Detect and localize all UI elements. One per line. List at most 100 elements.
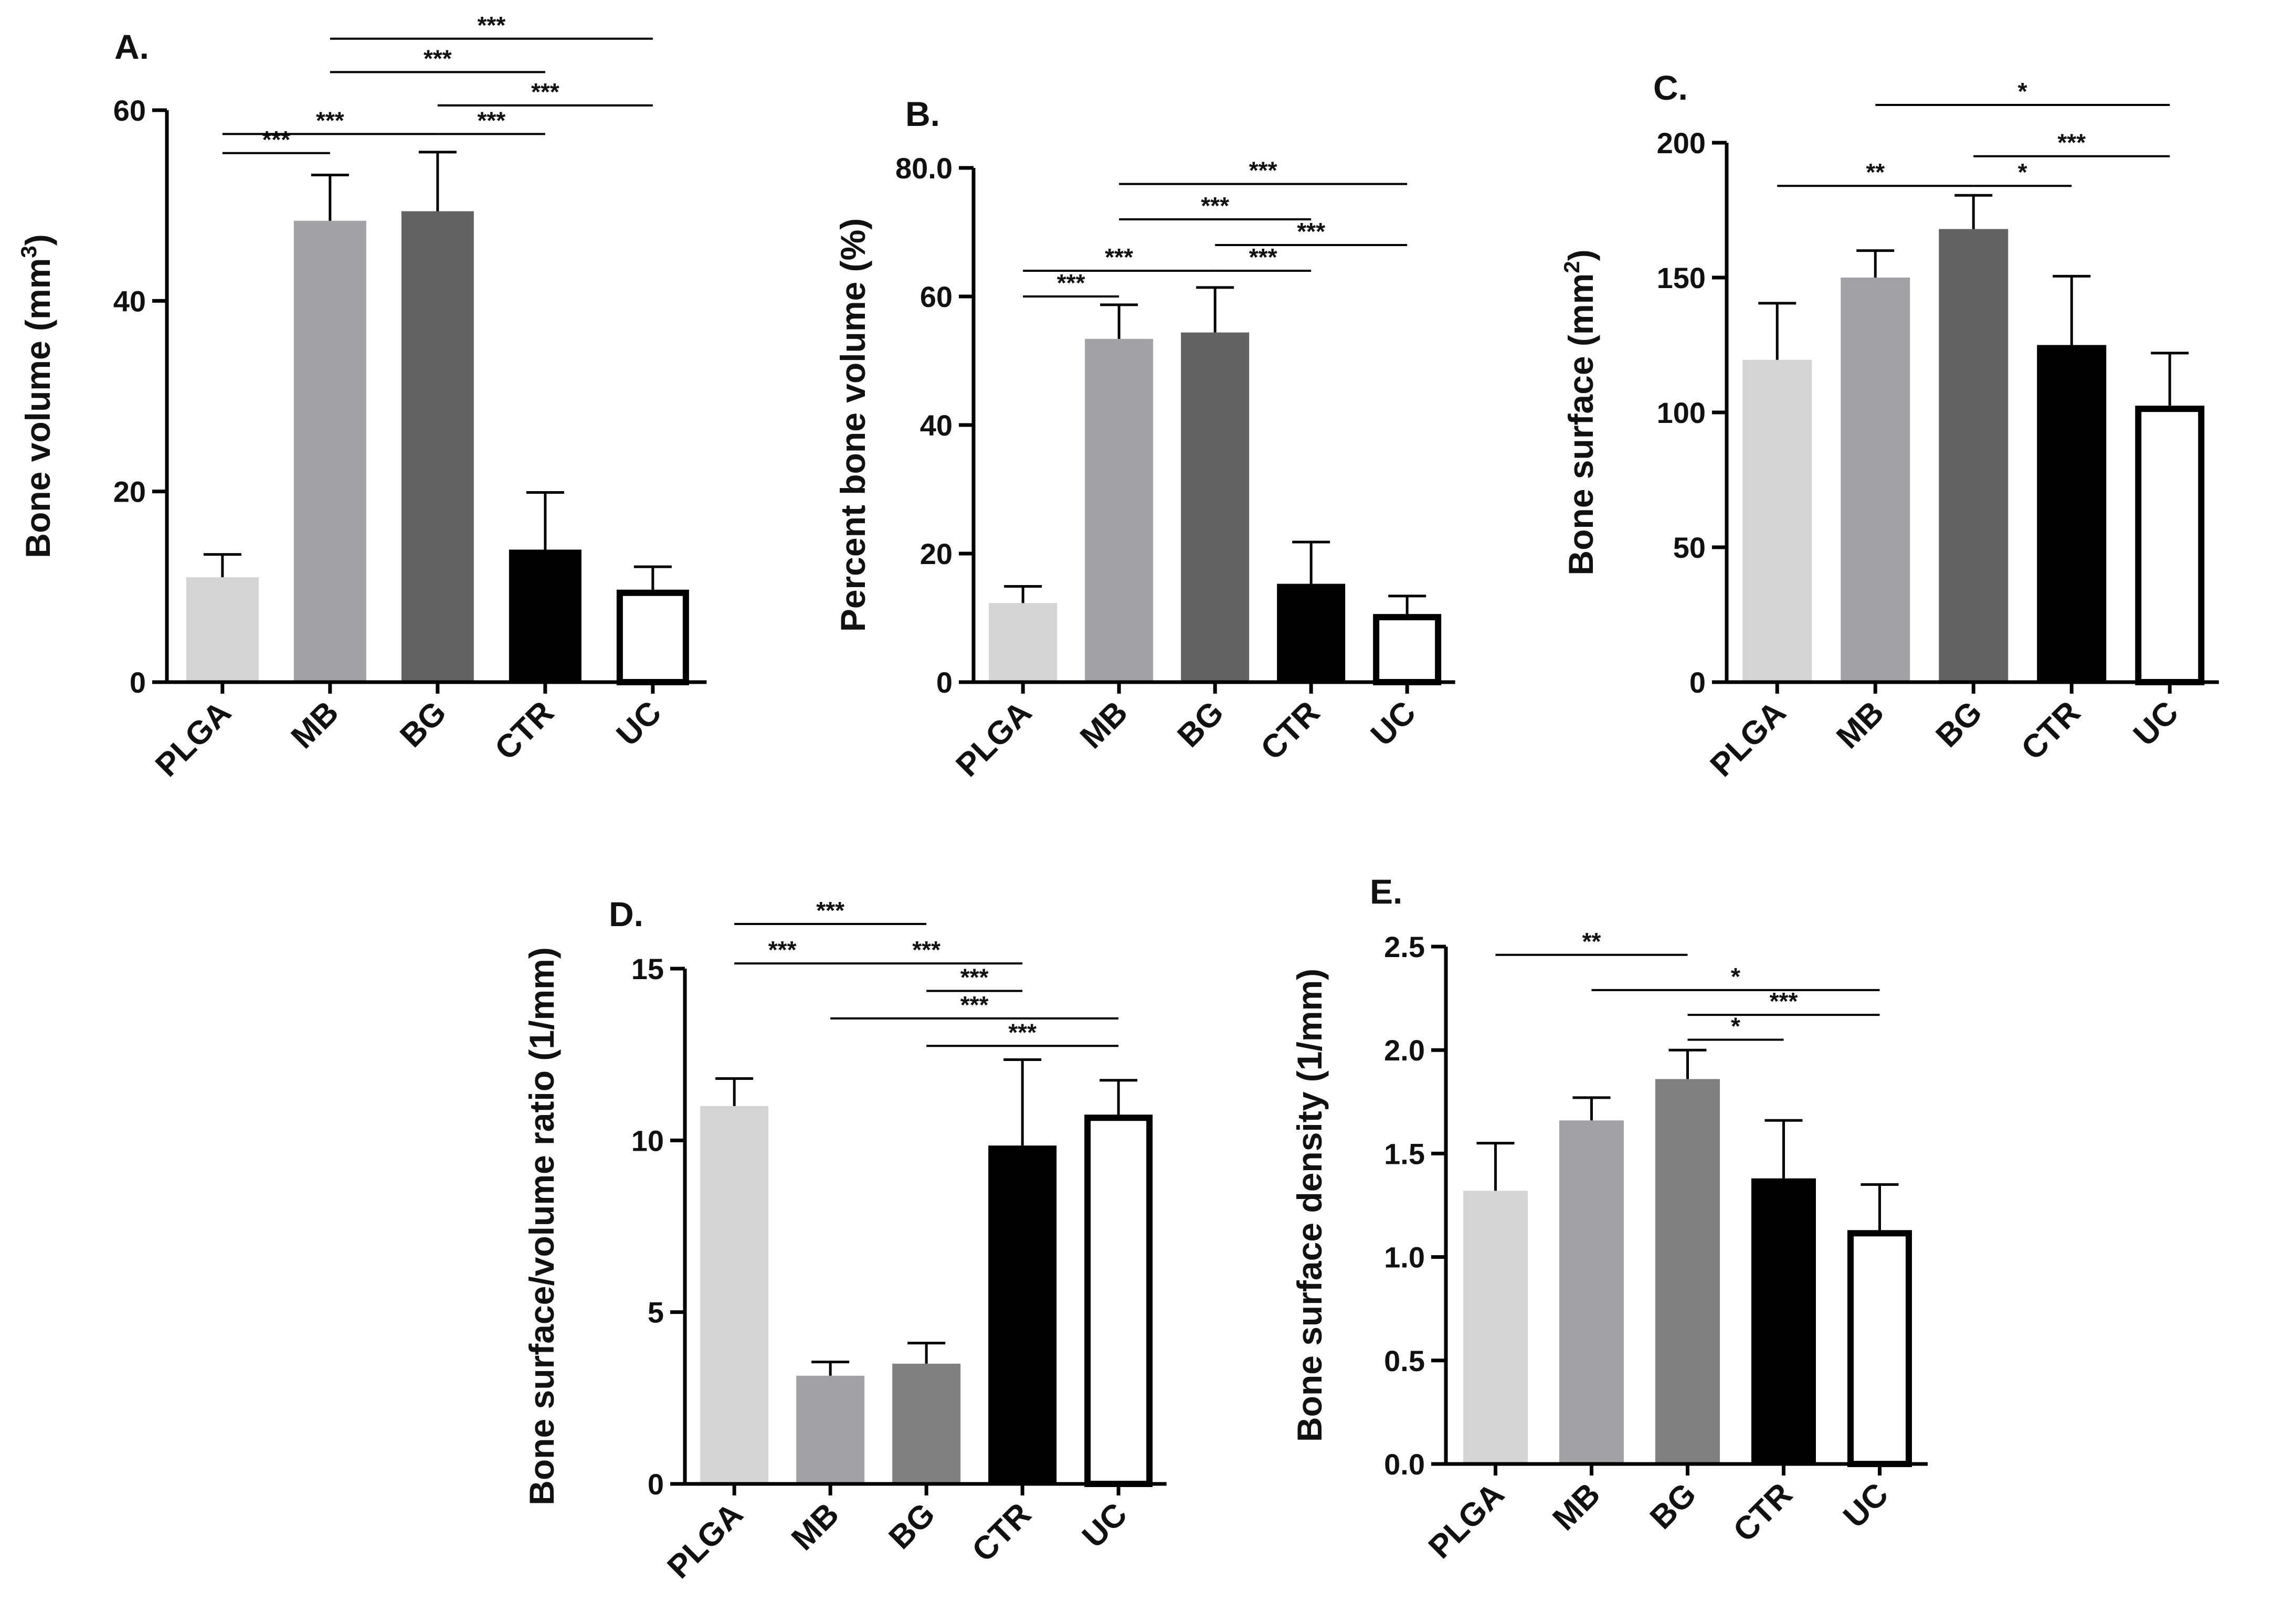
y-tick-label: 60 xyxy=(113,94,146,127)
bar-ctr xyxy=(988,1145,1057,1484)
y-tick-label: 0 xyxy=(648,1468,664,1501)
significance-label: ** xyxy=(1582,928,1601,955)
y-tick-label: 10 xyxy=(631,1124,664,1157)
x-tick-label: UC xyxy=(1364,694,1423,753)
bar-uc xyxy=(1847,1230,1912,1467)
x-tick-label: CTR xyxy=(965,1496,1038,1569)
y-tick-label: 0.0 xyxy=(1384,1448,1425,1481)
x-tick-label: BG xyxy=(882,1496,942,1556)
significance-label: *** xyxy=(1770,988,1798,1015)
x-tick-label: MB xyxy=(1073,694,1135,756)
significance-label: * xyxy=(1731,1012,1740,1039)
bar-plga xyxy=(1742,359,1812,682)
x-tick-label: UC xyxy=(610,694,669,753)
bar-mb xyxy=(796,1375,865,1484)
chart-panel: C. Bone surface (mm2) PLGA MB BG CTR UC 0 50 100 1… xyxy=(1559,68,2219,784)
bar-uc xyxy=(2135,406,2205,685)
x-tick-label: MB xyxy=(1830,694,1891,756)
y-tick-label: 15 xyxy=(631,952,664,985)
bar-mb xyxy=(1841,278,1910,682)
panel-letter: D. xyxy=(609,895,643,933)
chart-panel: A. Bone volume (mm3) PLGA MB BG CTR UC 0 20 40 60 *… xyxy=(16,12,707,784)
x-tick-label: PLGA xyxy=(949,694,1039,784)
bar-ctr xyxy=(1751,1178,1816,1464)
bar-uc xyxy=(1373,614,1442,686)
significance-label: *** xyxy=(960,964,989,991)
y-tick-label: 2.0 xyxy=(1384,1034,1425,1067)
x-tick-label: BG xyxy=(1170,694,1231,755)
chart-panel: B. Percent bone volume (%) PLGA MB BG CTR UC 0 2… xyxy=(833,94,1455,784)
significance-label: *** xyxy=(477,107,505,134)
significance-label: *** xyxy=(477,12,505,39)
y-axis-title: Bone surface/volume ratio (1/mm) xyxy=(522,947,561,1505)
chart-panel: D. Bone surface/volume ratio (1/mm) PLGA MB… xyxy=(522,895,1167,1586)
bar-mb xyxy=(1559,1120,1624,1464)
y-tick-label: 40 xyxy=(113,284,146,317)
y-axis-title: Bone surface (mm2) xyxy=(1559,249,1600,575)
significance-label: *** xyxy=(912,936,940,963)
bar-mb xyxy=(1085,338,1154,682)
significance-label: ** xyxy=(1866,158,1885,186)
x-tick-label: UC xyxy=(2127,694,2185,753)
bar-bg xyxy=(892,1363,961,1484)
x-tick-label: UC xyxy=(1836,1476,1895,1535)
x-tick-label: CTR xyxy=(2014,694,2087,767)
y-axis-title: Bone surface density (1/mm) xyxy=(1290,969,1329,1442)
y-tick-label: 50 xyxy=(1673,531,1706,564)
y-tick-label: 0 xyxy=(936,666,953,699)
y-tick-label: 0 xyxy=(1689,666,1706,699)
x-tick-label: CTR xyxy=(1727,1476,1800,1549)
panel-letter: A. xyxy=(114,27,149,66)
significance-label: *** xyxy=(1201,192,1229,219)
x-tick-label: PLGA xyxy=(1422,1476,1512,1566)
bar-plga xyxy=(186,577,259,682)
y-axis-title: Bone volume (mm3) xyxy=(16,234,57,558)
chart-panel: E. Bone surface density (1/mm) PLGA MB BG CTR… xyxy=(1290,872,1928,1566)
bar-plga xyxy=(1463,1191,1528,1464)
y-tick-label: 40 xyxy=(920,409,953,442)
significance-label: *** xyxy=(1297,218,1325,245)
significance-label: *** xyxy=(1105,243,1133,271)
panel-letter: B. xyxy=(905,94,940,133)
y-tick-label: 150 xyxy=(1657,261,1706,294)
x-tick-label: PLGA xyxy=(149,694,238,784)
significance-label: *** xyxy=(531,78,559,105)
y-tick-label: 200 xyxy=(1657,126,1706,160)
x-tick-label: CTR xyxy=(488,694,561,767)
panel-letter: E. xyxy=(1370,872,1402,911)
significance-label: *** xyxy=(316,107,344,134)
x-tick-label: MB xyxy=(284,694,346,756)
y-tick-label: 60 xyxy=(920,280,953,313)
significance-label: * xyxy=(2018,158,2027,186)
y-tick-label: 0.5 xyxy=(1384,1344,1425,1377)
x-tick-label: BG xyxy=(1929,694,1990,755)
bar-bg xyxy=(1181,332,1250,682)
bar-uc xyxy=(616,589,689,685)
x-tick-label: MB xyxy=(1546,1476,1607,1537)
bar-plga xyxy=(989,603,1058,682)
significance-label: *** xyxy=(768,936,797,963)
y-tick-label: 80.0 xyxy=(895,152,953,185)
y-tick-label: 1.5 xyxy=(1384,1137,1425,1170)
bar-ctr xyxy=(2037,345,2107,682)
y-tick-label: 0 xyxy=(130,666,146,699)
x-tick-label: CTR xyxy=(1254,694,1327,767)
x-tick-label: MB xyxy=(785,1496,846,1557)
significance-label: *** xyxy=(1249,157,1277,184)
bar-plga xyxy=(700,1106,769,1484)
y-tick-label: 5 xyxy=(648,1296,664,1329)
y-tick-label: 2.5 xyxy=(1384,930,1425,963)
x-tick-label: BG xyxy=(1643,1476,1704,1536)
significance-label: *** xyxy=(2057,129,2086,156)
significance-label: *** xyxy=(816,897,844,924)
x-tick-label: PLGA xyxy=(1704,694,1793,784)
significance-label: *** xyxy=(262,126,290,153)
significance-label: *** xyxy=(960,991,989,1018)
panel-letter: C. xyxy=(1653,68,1688,107)
significance-label: *** xyxy=(1249,243,1277,271)
bar-bg xyxy=(1939,229,2009,683)
y-tick-label: 1.0 xyxy=(1384,1241,1425,1274)
x-tick-label: PLGA xyxy=(660,1496,750,1586)
bar-ctr xyxy=(509,549,582,682)
